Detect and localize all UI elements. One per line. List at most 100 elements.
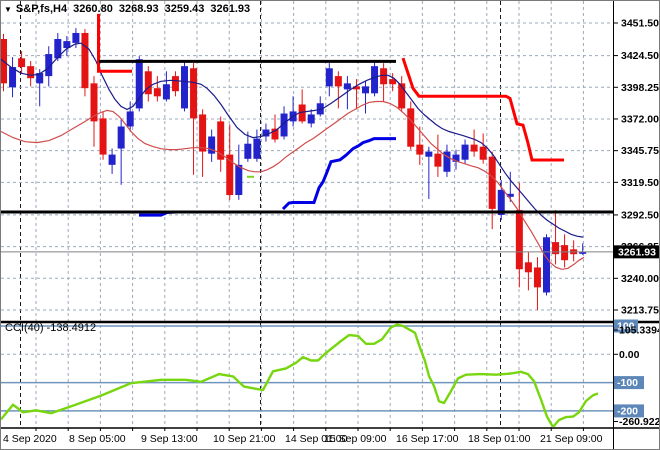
candle (371, 61, 379, 97)
candle (9, 57, 17, 98)
candle (552, 210, 560, 265)
time-axis-label: 16 Sep 17:00 (396, 433, 459, 445)
candle (298, 89, 306, 124)
ohlc-close: 3261.93 (210, 3, 251, 15)
candle (208, 129, 216, 162)
price-gridlines (1, 22, 613, 311)
price-axis-label: 3345.75 (621, 145, 659, 157)
cci-level-badge (614, 319, 638, 333)
time-axis-label: 15 Sep 09:00 (324, 433, 387, 445)
candle (416, 126, 424, 165)
price-axis-label: 3240.00 (621, 273, 659, 285)
trend-step-red-line[interactable] (97, 13, 133, 73)
ohlc-open: 3260.80 (73, 3, 113, 15)
vertical-gridlines (35, 1, 584, 428)
candle (190, 63, 198, 175)
candle (398, 76, 406, 112)
candle (470, 129, 478, 157)
candle (262, 123, 270, 142)
current-price-badge-label: 3261.93 (618, 246, 656, 258)
price-axis-label: 3451.50 (621, 18, 659, 30)
candle (325, 63, 333, 97)
candle (253, 129, 261, 162)
time-axis-label: 21 Sep 09:00 (540, 433, 603, 445)
price-axis-label: 3213.75 (621, 305, 659, 317)
candle (27, 61, 35, 87)
candle (389, 73, 397, 92)
candle (380, 63, 388, 102)
candle (352, 79, 360, 110)
price-axis-label: 3319.50 (621, 177, 659, 189)
price-axis-label: 3372.00 (621, 113, 659, 125)
candle (54, 32, 62, 62)
candle (244, 131, 252, 162)
candle (533, 257, 541, 310)
candle (144, 66, 152, 102)
price-axis[interactable]: 3451.50 3424.50 3398.25 3372.00 3345.75 3319.… (614, 18, 660, 317)
price-axis-label: 3424.50 (621, 50, 659, 62)
time-axis[interactable]: 4 Sep 2020 8 Sep 05:00 9 Sep 13:00 10 Sep 2… (3, 428, 603, 445)
candle (99, 111, 107, 160)
candle (72, 28, 80, 49)
ohlc-low: 3259.43 (164, 3, 205, 15)
cci-level-badge (614, 404, 644, 418)
candle (515, 182, 523, 288)
candle (162, 71, 170, 102)
chart-title: ▼ S&P,fs,H4 3260.80 3268.93 3259.43 3261.93 (4, 2, 256, 16)
candle (90, 76, 98, 147)
cci-level-badge (614, 376, 644, 390)
time-axis-label: 18 Sep 01:00 (468, 433, 531, 445)
candle (171, 71, 179, 97)
cci-level-badge-label: -200 (617, 405, 638, 417)
candle (362, 81, 369, 114)
time-axis-label: 14 Sep 01:00 (285, 433, 348, 445)
candle (425, 146, 433, 199)
candle (36, 69, 44, 107)
candle (506, 171, 514, 202)
cci-level-lines (1, 325, 613, 412)
candle (479, 133, 487, 164)
price-axis-label: 3292.50 (621, 209, 659, 221)
ohlc-high: 3268.93 (118, 3, 159, 15)
candle (488, 151, 496, 230)
time-axis-label: 10 Sep 21:00 (213, 433, 276, 445)
candle (443, 144, 451, 177)
chart-symbol-period: S&P,fs,H4 (15, 3, 68, 15)
candle (271, 114, 279, 143)
candle (153, 76, 161, 102)
current-price-badge (614, 245, 659, 259)
candle (343, 76, 351, 110)
cci-level-badge-label: 100 (617, 321, 635, 333)
candle (108, 148, 116, 174)
candle (126, 101, 134, 132)
candle (543, 234, 550, 296)
ma-fast-line (1, 42, 584, 238)
time-axis-label: 4 Sep 2020 (3, 433, 57, 445)
candle (561, 234, 569, 268)
candle (452, 149, 460, 170)
cci-indicator-label: CCI(40) -138.4912 (5, 322, 97, 334)
candle (45, 46, 53, 87)
time-axis-label: 8 Sep 05:00 (69, 433, 126, 445)
candle (235, 144, 243, 200)
candle (63, 35, 71, 57)
chart-dropdown-arrow-icon[interactable]: ▼ (4, 4, 12, 14)
candle (334, 71, 342, 109)
candle (461, 139, 469, 164)
candle (217, 116, 225, 172)
candle (524, 252, 532, 291)
candle (226, 124, 234, 200)
trend-step-blue-line[interactable] (281, 137, 396, 211)
trend-step-red-line[interactable] (401, 57, 564, 162)
cci-axis-label: 105.3394 (619, 325, 660, 337)
cci-line (1, 323, 599, 427)
candle (135, 56, 143, 112)
candle (81, 29, 89, 97)
ma-slow-line (1, 100, 585, 270)
cci-axis-label: 0.00 (619, 349, 640, 361)
candle (199, 109, 207, 177)
